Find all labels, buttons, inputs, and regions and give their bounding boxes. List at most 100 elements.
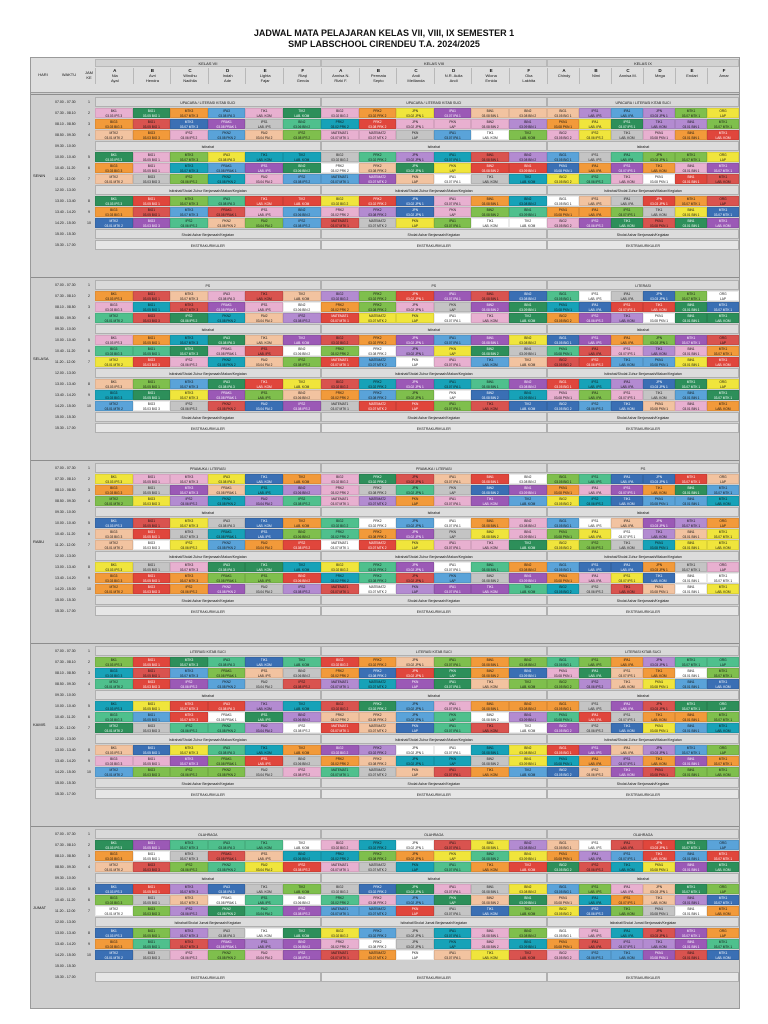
room-code: 03.06 IPS 2 xyxy=(586,319,604,323)
lesson-cell: PKN LAP xyxy=(433,485,472,495)
subject-code: MTK2 xyxy=(109,497,119,501)
subject-code: JPN xyxy=(411,519,418,523)
subject-code: PRK2 xyxy=(335,208,344,212)
subject-code: BIG3 xyxy=(147,131,156,135)
subject-code: PRK2 xyxy=(335,530,344,534)
room-code: 03.03 BIG 3 xyxy=(105,491,123,495)
room-code: 03.09 BIN 1 xyxy=(519,213,537,217)
subject-code: BK1 xyxy=(110,475,117,479)
lesson-cell: IPA1 LAB. IPA xyxy=(611,745,643,755)
lesson-cell: MATEMAT2 03.07 MTK 2 xyxy=(358,401,397,411)
room-code: 03.07 MTK 3 xyxy=(179,158,199,162)
room-code: 03.09 BIN 1 xyxy=(519,857,537,861)
lesson-cell: TIK1 LAB. KOM xyxy=(245,745,283,755)
lesson-cell: TIK1 LAB. KOM xyxy=(471,357,509,367)
subject-code: TIK1 xyxy=(260,336,268,340)
room-code: 03.09 BIN 1 xyxy=(519,125,537,129)
day-name: RABU xyxy=(33,539,45,544)
room-code: 03.08 BIN 2 xyxy=(481,674,499,678)
subject-code: IPS1 xyxy=(591,841,599,845)
room-code: 03.06 BIN 2 xyxy=(293,535,311,539)
room-code: 03.06 IPS 2 xyxy=(586,868,604,872)
subject-code: MTK2 xyxy=(109,907,119,911)
room-code: 03.08 BIN 2 xyxy=(519,385,537,389)
lesson-cell: JPN 03.02 JPN 1 xyxy=(396,895,434,905)
room-code: 03.02 PRK 2 xyxy=(330,579,349,583)
room-code: 03.03 IPS 3 xyxy=(105,341,123,345)
subject-code: IPS2 xyxy=(298,907,306,911)
wali-2: Nadhila xyxy=(183,78,197,83)
room-code: 03.02 PRK 2 xyxy=(330,491,349,495)
lesson-cell: BIN1 03.09 BIN 1 xyxy=(509,529,547,539)
lesson-cell: PRK2 03.02 PRK 2 xyxy=(321,163,359,173)
subject-code: IPA1 xyxy=(591,120,599,124)
room-code: 03.03 BIG 3 xyxy=(105,396,123,400)
room-code: LAP xyxy=(449,213,456,217)
room-code: 03.02 PRK 2 xyxy=(368,114,387,118)
lesson-cell: BIN2 03.08 BIN 2 xyxy=(509,840,547,850)
room-code: LAP xyxy=(411,363,418,367)
subject-code: PAI2 xyxy=(260,131,268,135)
lesson-cell: JPN 03.02 JPN 1 xyxy=(396,163,434,173)
subject-code: BIG2 xyxy=(559,497,567,501)
time-slot: 10.00 - 10.40 xyxy=(55,521,76,525)
subject-code: BIN2 xyxy=(298,530,306,534)
lesson-cell: BIN1 03.09 BIN 1 xyxy=(509,390,547,400)
subject-code: TIK1 xyxy=(260,929,268,933)
room-code: 03.03 BIG 3 xyxy=(142,685,160,689)
lesson-cell: IPS2 03.08 IPS 2 xyxy=(283,357,321,367)
lesson-cell: PRK2 03.08 PRK 2 xyxy=(358,207,397,217)
room-code: LAB. KOM xyxy=(651,718,667,722)
jam-number xyxy=(83,368,95,379)
break-band: EKSTRAKURIKULER xyxy=(547,789,739,799)
room-code: 03.07 MTK 3 xyxy=(179,568,199,572)
subject-code: MATEMAT1 xyxy=(331,314,349,318)
lesson-cell: BIN1 03.08 BIN 1 xyxy=(471,379,509,389)
room-code: 03.08 PKN 2 xyxy=(217,319,236,323)
lesson-cell: JPN 03.03 JPN 1 xyxy=(643,379,675,389)
room-code: 03.04 PAI 2 xyxy=(255,590,273,594)
lesson-cell: BIN1 03.08 BIN 1 xyxy=(471,518,509,528)
lesson-cell: BIN1 03.08 BIN 1 xyxy=(471,335,509,345)
lesson-cell: BIG1 03.05 BIG 1 xyxy=(132,657,171,667)
class-letter: E xyxy=(489,68,493,73)
room-code: 03.07 MTK 1 xyxy=(713,674,733,678)
subject-code: BIG1 xyxy=(559,153,567,157)
lesson-cell: IPA1 LAB. IPA xyxy=(611,840,643,850)
room-code: 03.03 JPN 1 xyxy=(650,158,668,162)
subject-code: BIG1 xyxy=(559,519,567,523)
lesson-cell: PAI2 03.04 PAI 2 xyxy=(245,950,283,960)
subject-code: MTK2 xyxy=(109,724,119,728)
lesson-cell: TIK1 LAB. KOM xyxy=(245,840,283,850)
subject-code: PRK2 xyxy=(373,486,382,490)
lesson-cell: BIG2 03.02 BIG 2 xyxy=(321,562,359,572)
room-code: 03.08 PRAK 1 xyxy=(216,169,237,173)
room-code: 03.07 MTK 3 xyxy=(179,751,199,755)
time-column: 07.00 - 07.30 07.30 - 08.10 08.10 - 08.50 0… xyxy=(55,280,83,434)
lesson-cell: MTK3 03.07 MTK 3 xyxy=(170,108,208,118)
lesson-cell: ORG LAP xyxy=(707,196,739,206)
subject-code: TIK2 xyxy=(524,497,532,501)
subject-code: BIG3 xyxy=(110,940,118,944)
time-slot: 15.30 - 17.00 xyxy=(55,792,76,796)
subject-code: IPS1 xyxy=(623,669,631,673)
lesson-cell: PKN LAP xyxy=(433,207,472,217)
lesson-cell: BIG1 03.05 BIG 1 xyxy=(547,291,579,301)
lesson-cell: IPS1 LAB. IPS xyxy=(245,302,283,312)
subject-code: BIG1 xyxy=(147,347,156,351)
subject-code: MTK1 xyxy=(718,402,728,406)
jam-number: 10 xyxy=(87,587,91,591)
time-slot: 13.00 - 13.40 xyxy=(55,748,76,752)
subject-code: IPS1 xyxy=(623,391,631,395)
subject-code: BIG3 xyxy=(147,680,156,684)
lesson-cell: MTK3 03.07 MTK 3 xyxy=(170,152,208,162)
room-code: 03.02 PRK 2 xyxy=(330,308,349,312)
room-code: 03.08 BIN 1 xyxy=(481,751,499,755)
lesson-cell: MTK1 03.07 MTK 1 xyxy=(675,701,707,711)
subject-code: JPN xyxy=(411,380,418,384)
time-slot: 15.30 - 17.00 xyxy=(55,975,76,979)
lesson-cell: IPA1 03.07 IPA 1 xyxy=(433,313,472,323)
room-code: 03.02 PRK 2 xyxy=(330,857,349,861)
room-code: 03.01 BIN 1 xyxy=(682,535,700,539)
lesson-cell: BIG1 03.05 BIG 1 xyxy=(547,840,579,850)
